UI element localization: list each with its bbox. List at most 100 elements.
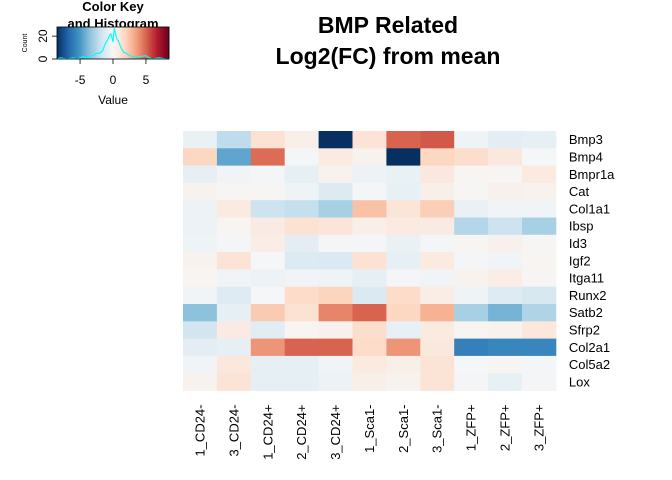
color-key-swatch (94, 27, 97, 59)
heatmap-cell (454, 234, 489, 253)
heatmap-cell (386, 355, 421, 374)
color-key: Color Key and Histogram -5 0 5 020 Value C… (22, 0, 170, 107)
heatmap-cell (488, 355, 523, 374)
heatmap-cells (183, 131, 557, 391)
heatmap-cell (420, 234, 455, 253)
color-key-swatch (86, 27, 90, 59)
color-key-swatch (92, 27, 95, 59)
heatmap-cell (250, 234, 286, 253)
heatmap-cell (488, 269, 523, 288)
color-key-y-axis: 0 20 (36, 29, 57, 62)
heatmap-cell (250, 200, 286, 218)
color-key-y-tick-label: 0 (36, 55, 50, 62)
color-key-swatch (109, 27, 112, 59)
row-label: Bmp3 (569, 132, 603, 147)
column-label: 2_ZFP+ (498, 405, 513, 452)
heatmap-cell (420, 148, 455, 166)
heatmap-cell (420, 131, 455, 149)
heatmap-cell (284, 269, 319, 288)
heatmap-cell (183, 148, 218, 166)
heatmap-cell (488, 182, 523, 201)
row-label: Lox (569, 374, 590, 389)
heatmap-cell (250, 286, 286, 305)
heatmap-cell (454, 304, 489, 322)
color-key-swatch (137, 27, 140, 59)
heatmap-cell (250, 165, 286, 184)
heatmap-cell (386, 304, 421, 322)
color-key-swatch (68, 27, 71, 59)
heatmap-cell (488, 338, 523, 357)
color-key-swatch (107, 27, 110, 59)
color-key-swatch (57, 27, 60, 59)
heatmap-cell (216, 286, 252, 305)
heatmap-cell (318, 200, 353, 218)
color-key-swatch (154, 27, 157, 59)
heatmap-cell (454, 338, 489, 357)
heatmap-cell (250, 182, 286, 201)
row-label: Col2a1 (569, 340, 610, 355)
heatmap-cell (386, 200, 421, 218)
heatmap-cell (386, 165, 421, 184)
heatmap-cell (250, 321, 286, 339)
row-label: Id3 (569, 236, 587, 251)
heatmap-cell (318, 355, 353, 374)
heatmap-cell (216, 131, 252, 149)
heatmap-cell (420, 269, 455, 288)
heatmap-cell (420, 338, 455, 357)
heatmap-cell (454, 165, 489, 184)
heatmap-cell (284, 131, 319, 149)
color-key-swatch (88, 27, 91, 59)
color-key-swatch (58, 27, 62, 59)
heatmap-cell (284, 217, 319, 236)
row-label: Cat (569, 184, 590, 199)
heatmap-cell (216, 217, 252, 236)
heatmap-cell (250, 252, 286, 270)
heatmap-cell (250, 217, 286, 236)
heatmap-cell (284, 182, 319, 201)
color-key-x-tick-label: -5 (75, 73, 86, 87)
color-key-swatch (99, 27, 103, 59)
heatmap-cell (420, 355, 455, 374)
heatmap-cell (352, 148, 387, 166)
color-key-swatch (161, 27, 164, 59)
heatmap-cell (522, 165, 557, 184)
heatmap-cell (386, 252, 421, 270)
row-label: Bmp4 (569, 150, 603, 165)
heatmap-cell (454, 355, 489, 374)
color-key-y-label: Count (22, 34, 29, 53)
column-label: 2_Sca1- (396, 405, 411, 453)
color-key-swatch (116, 27, 119, 59)
heatmap-cell (318, 131, 353, 149)
color-key-gradient (57, 27, 170, 59)
heatmap-cell (488, 165, 523, 184)
color-key-swatch (103, 27, 106, 59)
heatmap-cell (522, 234, 557, 253)
color-key-swatch (124, 27, 127, 59)
row-label: Runx2 (569, 288, 607, 303)
heatmap-cell (183, 338, 218, 357)
heatmap-row-labels: Bmp3 Bmp4 Bmpr1a Cat Col1a1 Ibsp Id3 Igf2 Itga11… (569, 132, 615, 389)
heatmap-cell (284, 304, 319, 322)
color-key-swatch (83, 27, 86, 59)
heatmap-cell (284, 321, 319, 339)
heatmap-cell (284, 286, 319, 305)
heatmap-cell (250, 131, 286, 149)
heatmap-cell (318, 217, 353, 236)
heatmap-cell (352, 373, 387, 391)
heatmap-cell (352, 321, 387, 339)
heatmap-cell (284, 252, 319, 270)
column-label: 3_Sca1- (430, 405, 445, 453)
heatmap-column-labels: 1_CD24- 3_CD24- 1_CD24+ 2_CD24+ 3_CD24+ 1_Sca… (192, 405, 546, 460)
heatmap-cell (454, 321, 489, 339)
heatmap-cell (420, 217, 455, 236)
color-key-swatch (135, 27, 138, 59)
heatmap-cell (183, 165, 218, 184)
heatmap-cell (352, 269, 387, 288)
color-key-swatch (163, 27, 166, 59)
row-label: Satb2 (569, 305, 603, 320)
row-label: Ibsp (569, 219, 594, 234)
heatmap-cell (420, 373, 455, 391)
color-key-swatch (81, 27, 84, 59)
heatmap-cell (352, 338, 387, 357)
